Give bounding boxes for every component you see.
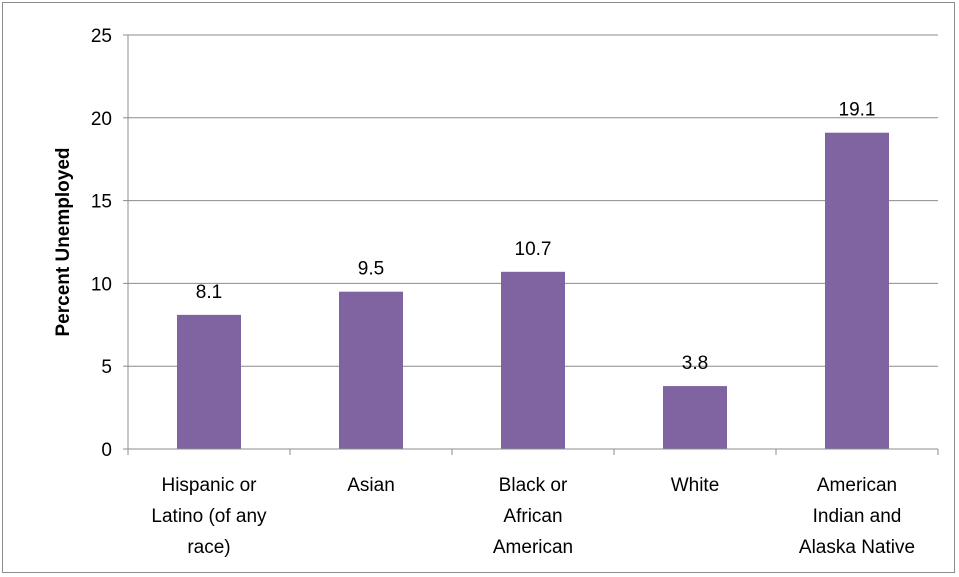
labels: 0 5 10 15 20 25 8.1 Hispanic or Latino (of any ra… <box>91 26 915 558</box>
x-tick-label: White <box>671 475 720 496</box>
data-label: 8.1 <box>196 282 222 303</box>
data-label: 10.7 <box>515 239 552 260</box>
bars <box>177 132 889 450</box>
y-axis-title: Percent Unemployed <box>53 148 74 337</box>
x-tick-label: Hispanic or Latino (of any race) <box>151 475 267 558</box>
axes <box>123 34 939 455</box>
data-label: 3.8 <box>682 353 708 374</box>
y-tick-label: 15 <box>91 192 112 213</box>
data-label: 9.5 <box>358 259 384 280</box>
bar <box>825 132 889 450</box>
data-label: 19.1 <box>839 100 876 121</box>
x-tick-label: American Indian and Alaska Native <box>799 475 915 558</box>
bar <box>663 386 727 449</box>
x-tick-label: Black or African American <box>493 475 573 558</box>
y-tick-label: 10 <box>91 274 112 295</box>
bar <box>177 314 241 449</box>
y-tick-label: 0 <box>101 440 112 461</box>
y-tick-label: 20 <box>91 109 112 130</box>
x-tick-label: Asian <box>347 475 395 496</box>
bar <box>339 291 403 449</box>
y-tick-label: 25 <box>91 26 112 47</box>
y-tick-label: 5 <box>101 357 112 378</box>
bar <box>501 271 565 449</box>
